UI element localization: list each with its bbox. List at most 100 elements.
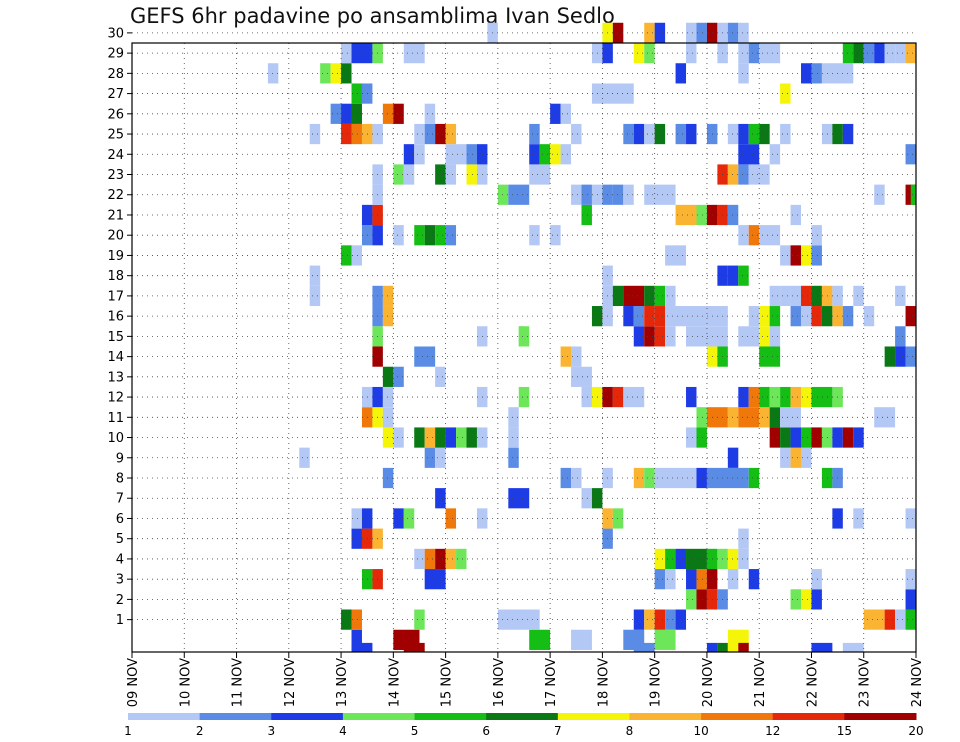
heatmap-cell (299, 447, 310, 468)
x-tick-label: 11 NOV (231, 658, 246, 707)
heatmap-cell (341, 43, 352, 64)
x-tick-label: 14 NOV (387, 658, 402, 707)
heatmap-cell (780, 407, 802, 428)
heatmap-cell (414, 123, 425, 145)
heatmap-cell (801, 427, 812, 448)
legend-swatch (271, 713, 344, 720)
heatmap-cell (905, 589, 916, 610)
heatmap-cell (759, 326, 770, 347)
heatmap-cell (644, 306, 655, 327)
heatmap-cell (853, 285, 864, 307)
heatmap-cell (424, 427, 436, 448)
heatmap-cell (518, 386, 530, 408)
color-legend: 1 2 3 4 5 6 7 8 10 12 15 20 (124, 713, 924, 738)
heatmap-cell (769, 427, 781, 448)
heatmap-cell (769, 326, 781, 347)
heatmap-cell (665, 548, 676, 570)
heatmap-cell (853, 508, 864, 529)
heatmap-cell (727, 22, 739, 43)
heatmap-cell (842, 123, 854, 145)
heatmap-cell (665, 245, 687, 266)
heatmap-cell (351, 508, 362, 529)
heatmap-cell (341, 63, 352, 84)
heatmap-cell (654, 548, 666, 570)
heatmap-cell (686, 326, 697, 347)
heatmap-cell (644, 609, 655, 630)
heatmap-cell (351, 245, 362, 266)
heatmap-cell (727, 569, 739, 590)
heatmap-cell (811, 569, 822, 590)
legend-label: 4 (339, 724, 347, 738)
heatmap-cell (654, 629, 676, 650)
heatmap-cell (424, 447, 436, 468)
heatmap-cell (863, 43, 875, 64)
heatmap-cell (330, 103, 342, 124)
y-tick-label: 13 (107, 370, 124, 385)
heatmap-cell (539, 144, 551, 165)
heatmap-cell (550, 144, 561, 165)
legend-swatch (844, 713, 917, 720)
heatmap-cell (654, 22, 666, 43)
heatmap-cell (341, 103, 352, 124)
heatmap-cell (738, 164, 749, 185)
heatmap-cell (424, 225, 436, 246)
heatmap-cell (529, 629, 551, 650)
heatmap-cell (382, 103, 394, 124)
heatmap-cell (445, 144, 467, 165)
heatmap-cell (644, 326, 655, 347)
heatmap-cell (801, 63, 812, 84)
heatmap-cell (780, 83, 791, 104)
heatmap-cell (686, 548, 707, 570)
heatmap-cell (382, 285, 394, 307)
heatmap-cell (665, 306, 687, 327)
y-tick-label: 1 (116, 613, 124, 628)
heatmap-cell (905, 569, 916, 590)
legend-swatch (342, 713, 416, 720)
y-tick-label: 20 (107, 229, 124, 244)
heatmap-cell (738, 548, 749, 570)
x-tick-label: 13 NOV (335, 658, 350, 707)
heatmap-cell (686, 386, 697, 408)
heatmap-cell (738, 63, 749, 84)
y-tick-label: 11 (107, 411, 124, 426)
y-tick-label: 16 (107, 310, 124, 325)
heatmap-cell (748, 43, 760, 64)
heatmap-cell (675, 609, 687, 630)
heatmap-cells (267, 22, 916, 652)
legend-label: 1 (124, 724, 132, 738)
heatmap-cell (905, 609, 916, 630)
heatmap-cell (267, 63, 279, 84)
heatmap-cell (686, 569, 697, 590)
heatmap-cell (612, 285, 624, 307)
heatmap-cell (811, 63, 822, 84)
heatmap-cell (686, 589, 697, 610)
x-tick-label: 24 NOV (910, 658, 925, 707)
heatmap-cell (445, 427, 457, 448)
heatmap-cell (445, 123, 457, 145)
heatmap-cell (382, 306, 394, 327)
heatmap-cell (445, 508, 457, 529)
heatmap-cell (905, 144, 916, 165)
heatmap-cell (727, 164, 739, 185)
heatmap-cell (403, 144, 415, 165)
heatmap-cell (706, 642, 718, 652)
heatmap-cell (424, 123, 436, 145)
heatmap-cell (727, 204, 739, 226)
heatmap-cell (623, 386, 645, 408)
y-tick-label: 15 (107, 330, 124, 345)
heatmap-cell (351, 103, 362, 124)
heatmap-cell (644, 43, 655, 64)
x-tick-label: 19 NOV (649, 658, 664, 707)
x-tick-label: 21 NOV (753, 658, 768, 707)
heatmap-cell (571, 366, 582, 387)
heatmap-cell (811, 386, 833, 408)
heatmap-cell (905, 306, 916, 327)
heatmap-cell (581, 204, 592, 226)
heatmap-cell (665, 609, 676, 630)
y-tick-label: 29 (107, 47, 124, 62)
heatmap-cell (654, 285, 666, 307)
heatmap-cell (351, 528, 362, 549)
heatmap-cell (801, 447, 812, 468)
heatmap-cell (623, 184, 634, 205)
legend-swatch (557, 713, 630, 720)
